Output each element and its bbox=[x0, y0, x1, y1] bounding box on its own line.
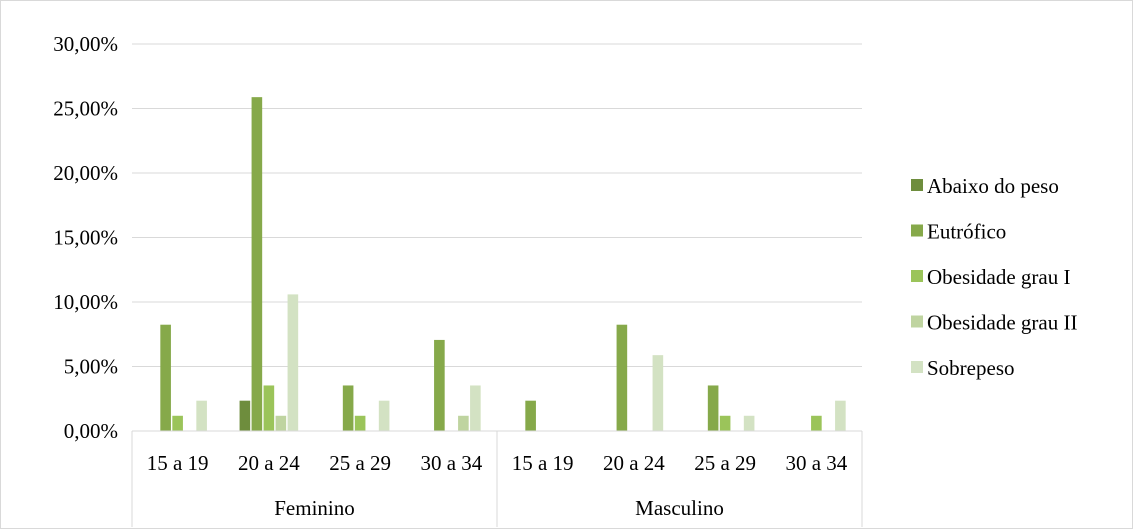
bar bbox=[275, 415, 287, 431]
bar bbox=[263, 385, 275, 431]
bar bbox=[719, 415, 731, 431]
bar bbox=[707, 385, 719, 431]
legend-swatch bbox=[911, 224, 923, 237]
bar bbox=[287, 294, 299, 431]
group-label: Masculino bbox=[635, 496, 724, 520]
legend-label: Obesidade grau I bbox=[927, 265, 1070, 289]
legend-label: Abaixo do peso bbox=[927, 174, 1059, 198]
bar bbox=[458, 415, 469, 431]
y-tick-label: 0,00% bbox=[64, 419, 118, 443]
y-tick-label: 25,00% bbox=[53, 97, 118, 121]
bar bbox=[239, 400, 251, 431]
y-tick-label: 15,00% bbox=[53, 226, 118, 250]
bar bbox=[354, 415, 366, 431]
legend-swatch bbox=[911, 179, 923, 191]
bar bbox=[434, 339, 445, 431]
x-tick-label: 20 a 24 bbox=[603, 451, 665, 475]
bar bbox=[470, 385, 481, 431]
group-label: Feminino bbox=[274, 496, 355, 520]
bar bbox=[160, 324, 171, 431]
legend-swatch bbox=[911, 361, 923, 373]
bar bbox=[811, 415, 822, 431]
y-tick-label: 30,00% bbox=[53, 32, 118, 56]
x-tick-label: 25 a 29 bbox=[329, 451, 391, 475]
bar bbox=[251, 97, 263, 431]
bar bbox=[525, 400, 536, 431]
bar bbox=[172, 415, 183, 431]
bar bbox=[196, 400, 207, 431]
legend-label: Sobrepeso bbox=[927, 356, 1015, 380]
x-tick-label: 30 a 34 bbox=[420, 451, 482, 475]
y-tick-label: 10,00% bbox=[53, 290, 118, 314]
bar bbox=[378, 400, 390, 431]
x-tick-label: 15 a 19 bbox=[147, 451, 209, 475]
legend-swatch bbox=[911, 270, 923, 282]
bar bbox=[743, 415, 755, 431]
legend-label: Eutrófico bbox=[927, 220, 1006, 244]
x-tick-label: 30 a 34 bbox=[785, 451, 847, 475]
x-tick-label: 25 a 29 bbox=[694, 451, 756, 475]
legend-swatch bbox=[911, 315, 923, 328]
bar bbox=[342, 385, 354, 431]
bar bbox=[616, 324, 628, 431]
x-tick-label: 20 a 24 bbox=[238, 451, 300, 475]
x-tick-label: 15 a 19 bbox=[512, 451, 574, 475]
bar bbox=[835, 400, 846, 431]
y-tick-label: 20,00% bbox=[53, 161, 118, 185]
legend-label: Obesidade grau II bbox=[927, 311, 1077, 335]
y-tick-label: 5,00% bbox=[64, 355, 118, 379]
bar bbox=[652, 355, 664, 431]
